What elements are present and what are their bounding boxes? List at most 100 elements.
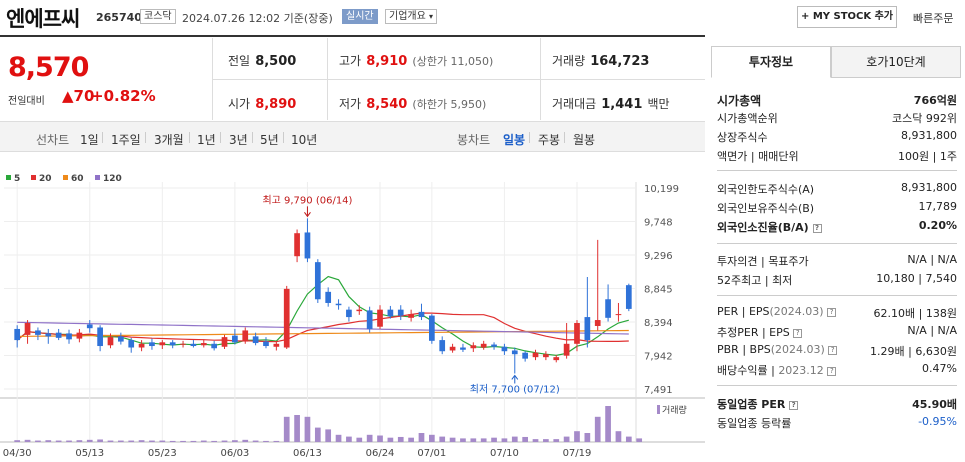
- volume-bar: [180, 440, 186, 442]
- candle: [397, 309, 404, 316]
- period-weekly[interactable]: 주봉: [538, 133, 561, 147]
- candle: [97, 327, 103, 347]
- market-cap-row: 시가총액 766억원: [717, 94, 957, 108]
- candle: [553, 357, 560, 361]
- company-info-label: 기업개요: [389, 11, 426, 22]
- candle: [615, 314, 622, 316]
- candle: [263, 341, 269, 347]
- volume-bar: [252, 440, 259, 442]
- volume-bar: [35, 440, 41, 442]
- quick-order-link[interactable]: 빠른주문: [913, 12, 954, 25]
- tab-invest-info[interactable]: 투자정보: [711, 46, 831, 78]
- volume-bar: [553, 439, 560, 442]
- foreign-hold-row: 외국인보유주식수(B) 17,789: [717, 200, 957, 215]
- help-icon[interactable]: ?: [827, 367, 837, 376]
- y-tick-label: 9,748: [644, 217, 673, 228]
- volume-bar: [574, 431, 580, 442]
- foreign-ratio-row: 외국인소진율(B/A) ? 0.20%: [717, 219, 957, 234]
- volume-bar: [449, 437, 456, 442]
- candle: [221, 337, 228, 347]
- y-tick-label: 10,199: [644, 184, 679, 195]
- help-icon[interactable]: ?: [789, 401, 799, 410]
- x-tick-label: 07/19: [563, 448, 592, 459]
- price-chart[interactable]: 5 20 60 120 10,199 9,748 9,296 8,845 8,394 7,942 7…: [0, 168, 705, 462]
- help-icon[interactable]: ?: [793, 329, 803, 338]
- legend-swatch: [6, 175, 11, 180]
- period-1w[interactable]: 1주일: [111, 133, 141, 147]
- volume-legend-swatch: [657, 405, 660, 414]
- candle: [14, 328, 21, 341]
- volume-bar: [107, 440, 114, 442]
- quote-datetime: 2024.07.26 12:02 기준(장중): [182, 12, 333, 25]
- candle: [563, 343, 570, 356]
- current-price: 8,570: [8, 52, 89, 83]
- candle: [294, 233, 300, 257]
- x-tick-label: 04/30: [3, 448, 32, 459]
- help-icon[interactable]: ?: [812, 224, 822, 233]
- realtime-badge[interactable]: 실시간: [342, 9, 378, 24]
- help-icon[interactable]: ?: [827, 308, 837, 317]
- volume-bar: [615, 431, 622, 442]
- volume-bar: [366, 434, 373, 442]
- candle: [190, 343, 197, 347]
- y-tick-label: 8,394: [644, 318, 673, 329]
- candle: [138, 343, 145, 348]
- volume-bar: [190, 440, 197, 442]
- header-divider: [0, 35, 705, 37]
- volume-bar: [387, 437, 394, 442]
- tab-hoga[interactable]: 호가10단계: [831, 46, 961, 78]
- est-per-row: 추정PER | EPS ? N/A | N/A: [717, 324, 957, 339]
- volume-bar: [149, 440, 155, 442]
- x-tick-label: 06/24: [366, 448, 395, 459]
- candle: [408, 314, 414, 318]
- candle: [584, 317, 591, 341]
- volume-bar: [86, 439, 93, 442]
- x-tick-label: 06/13: [293, 448, 322, 459]
- volume-bar: [45, 440, 52, 442]
- candle: [356, 309, 363, 312]
- volume-bar: [14, 440, 21, 442]
- candle: [532, 352, 539, 358]
- candle: [283, 288, 290, 348]
- candle: [491, 344, 497, 347]
- candle-chart-label: 봉차트: [457, 133, 491, 147]
- volume-bar: [377, 435, 383, 442]
- volume-bar: [584, 433, 591, 442]
- period-10y[interactable]: 10년: [291, 133, 318, 147]
- help-icon[interactable]: ?: [828, 346, 838, 355]
- legend-label: 120: [103, 174, 122, 184]
- candle: [35, 330, 41, 335]
- candle: [543, 354, 549, 358]
- add-my-stock-button[interactable]: + MY STOCK 추가: [797, 6, 897, 28]
- x-tick-label: 05/13: [75, 448, 104, 459]
- period-3m[interactable]: 3개월: [154, 133, 184, 147]
- candle: [107, 337, 114, 346]
- y-tick-label: 7,491: [644, 385, 673, 396]
- candle: [511, 350, 518, 355]
- week52-row: 52주최고 | 최저 10,180 | 7,540: [717, 272, 957, 287]
- period-3y[interactable]: 3년: [229, 133, 248, 147]
- x-tick-label: 07/10: [490, 448, 519, 459]
- volume-bar: [511, 436, 518, 442]
- ma120-line: [17, 321, 629, 335]
- period-monthly[interactable]: 월봉: [573, 133, 596, 147]
- y-tick-label: 9,296: [644, 251, 673, 262]
- company-info-dropdown[interactable]: 기업개요 ▾: [385, 9, 438, 24]
- candle: [180, 343, 186, 345]
- volume-bar: [128, 440, 135, 442]
- volume-bar: [211, 440, 218, 442]
- volume-bar: [304, 416, 311, 442]
- legend-label: 5: [14, 174, 20, 184]
- candle: [304, 232, 311, 259]
- period-1y[interactable]: 1년: [197, 133, 216, 147]
- candle: [470, 345, 477, 349]
- opinion-row: 투자의견 | 목표주가 N/A | N/A: [717, 253, 957, 268]
- period-1d[interactable]: 1일: [80, 133, 99, 147]
- candle: [325, 291, 332, 303]
- candle: [522, 352, 529, 359]
- period-5y[interactable]: 5년: [260, 133, 279, 147]
- ma60-line: [17, 329, 629, 337]
- volume-bar: [480, 438, 487, 442]
- sector-rate-row: 동일업종 등락률 -0.95%: [717, 415, 957, 430]
- period-daily[interactable]: 일봉: [503, 133, 526, 147]
